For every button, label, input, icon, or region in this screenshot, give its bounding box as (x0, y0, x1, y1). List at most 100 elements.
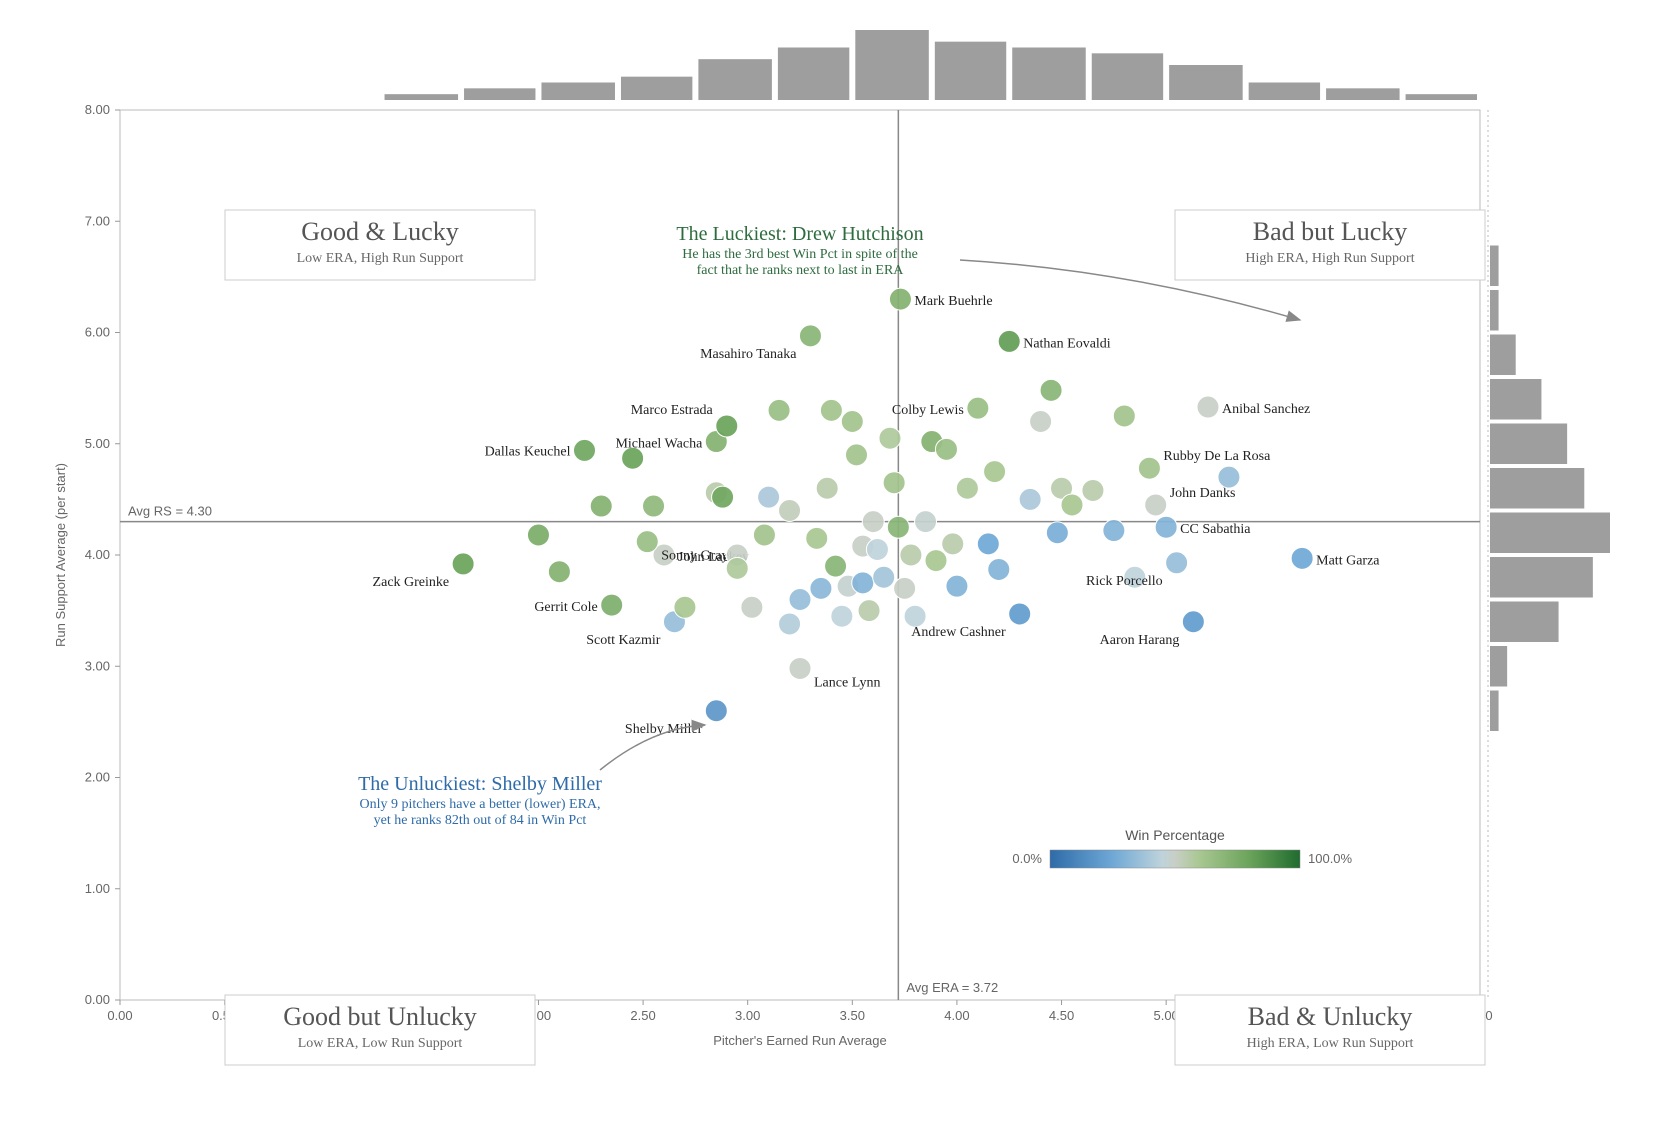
scatter-point[interactable] (753, 524, 775, 546)
quadrant-sub-bad-unlucky: High ERA, Low Run Support (1247, 1036, 1414, 1051)
scatter-point[interactable] (705, 700, 727, 722)
scatter-point[interactable] (810, 577, 832, 599)
scatter-point[interactable] (1218, 466, 1240, 488)
scatter-point[interactable] (889, 288, 911, 310)
quadrant-title-good-unlucky: Good but Unlucky (283, 1002, 477, 1031)
scatter-point[interactable] (977, 533, 999, 555)
scatter-point[interactable] (601, 594, 623, 616)
point-label: Anibal Sanchez (1222, 402, 1310, 417)
scatter-point[interactable] (841, 411, 863, 433)
scatter-point[interactable] (825, 555, 847, 577)
scatter-point[interactable] (779, 613, 801, 635)
scatter-point[interactable] (590, 495, 612, 517)
right-hist-bar (1490, 246, 1499, 287)
scatter-point[interactable] (1046, 522, 1068, 544)
scatter-point[interactable] (879, 427, 901, 449)
scatter-point[interactable] (758, 486, 780, 508)
scatter-point[interactable] (915, 511, 937, 533)
right-hist-bar (1490, 290, 1499, 331)
scatter-point[interactable] (1145, 494, 1167, 516)
scatter-point[interactable] (900, 544, 922, 566)
svg-text:8.00: 8.00 (85, 102, 110, 117)
scatter-point[interactable] (988, 558, 1010, 580)
scatter-point[interactable] (984, 461, 1006, 483)
scatter-point[interactable] (1155, 516, 1177, 538)
scatter-point[interactable] (946, 575, 968, 597)
point-label: Colby Lewis (892, 403, 964, 418)
svg-text:4.00: 4.00 (944, 1008, 969, 1023)
scatter-point[interactable] (894, 577, 916, 599)
scatter-point[interactable] (852, 572, 874, 594)
top-hist-bar (1406, 94, 1477, 100)
scatter-point[interactable] (1061, 494, 1083, 516)
scatter-point[interactable] (636, 531, 658, 553)
scatter-point[interactable] (1009, 603, 1031, 625)
scatter-point[interactable] (452, 553, 474, 575)
scatter-point[interactable] (741, 596, 763, 618)
scatter-point[interactable] (998, 330, 1020, 352)
scatter-point[interactable] (845, 444, 867, 466)
scatter-point[interactable] (942, 533, 964, 555)
scatter-point[interactable] (873, 566, 895, 588)
scatter-point[interactable] (716, 415, 738, 437)
scatter-point[interactable] (956, 477, 978, 499)
scatter-point[interactable] (1138, 457, 1160, 479)
quadrant-sub-good-unlucky: Low ERA, Low Run Support (298, 1036, 463, 1051)
point-label: Lance Lynn (814, 675, 880, 690)
scatter-point[interactable] (967, 397, 989, 419)
y-axis-label: Run Support Average (per start) (53, 463, 68, 647)
point-label: Gerrit Cole (534, 600, 597, 615)
scatter-point[interactable] (862, 511, 884, 533)
point-label: John Danks (1170, 486, 1236, 501)
scatter-point[interactable] (1103, 520, 1125, 542)
scatter-point[interactable] (883, 472, 905, 494)
scatter-point[interactable] (1019, 488, 1041, 510)
scatter-point[interactable] (1113, 405, 1135, 427)
scatter-point[interactable] (820, 399, 842, 421)
top-hist-bar (1012, 48, 1086, 101)
scatter-point[interactable] (789, 657, 811, 679)
point-label: Rubby De La Rosa (1163, 449, 1271, 464)
scatter-point[interactable] (527, 524, 549, 546)
scatter-point[interactable] (831, 605, 853, 627)
scatter-point[interactable] (935, 438, 957, 460)
svg-text:2.00: 2.00 (85, 770, 110, 785)
scatter-point[interactable] (925, 550, 947, 572)
scatter-point[interactable] (779, 500, 801, 522)
legend-gradient (1050, 850, 1300, 868)
scatter-point[interactable] (858, 600, 880, 622)
scatter-point[interactable] (789, 589, 811, 611)
scatter-point[interactable] (1082, 479, 1104, 501)
scatter-point[interactable] (674, 596, 696, 618)
top-hist-bar (1092, 53, 1163, 100)
quadrant-sub-bad-lucky: High ERA, High Run Support (1245, 251, 1414, 266)
scatter-point[interactable] (548, 561, 570, 583)
svg-text:3.50: 3.50 (840, 1008, 865, 1023)
scatter-point[interactable] (712, 486, 734, 508)
point-label: Sonny Gray (661, 549, 728, 564)
point-label: Dallas Keuchel (485, 444, 571, 459)
scatter-point[interactable] (1040, 379, 1062, 401)
scatter-point[interactable] (799, 325, 821, 347)
scatter-point[interactable] (1182, 611, 1204, 633)
scatter-point[interactable] (1291, 547, 1313, 569)
scatter-point[interactable] (1030, 411, 1052, 433)
scatter-point[interactable] (643, 495, 665, 517)
scatter-point[interactable] (726, 557, 748, 579)
annotation-sub-unluckiest: Only 9 pitchers have a better (lower) ER… (359, 797, 600, 812)
scatter-point[interactable] (904, 605, 926, 627)
svg-text:3.00: 3.00 (85, 658, 110, 673)
point-label: Aaron Harang (1100, 633, 1180, 648)
scatter-point[interactable] (806, 527, 828, 549)
scatter-point[interactable] (1197, 396, 1219, 418)
scatter-point[interactable] (816, 477, 838, 499)
annotation-title-luckiest: The Luckiest: Drew Hutchison (676, 223, 923, 245)
scatter-point[interactable] (866, 538, 888, 560)
scatter-point[interactable] (1166, 552, 1188, 574)
point-label: Andrew Cashner (911, 625, 1006, 640)
scatter-point[interactable] (887, 516, 909, 538)
scatter-point[interactable] (573, 439, 595, 461)
scatter-point[interactable] (768, 399, 790, 421)
point-label: Zack Greinke (373, 575, 450, 590)
top-hist-bar (541, 83, 615, 101)
